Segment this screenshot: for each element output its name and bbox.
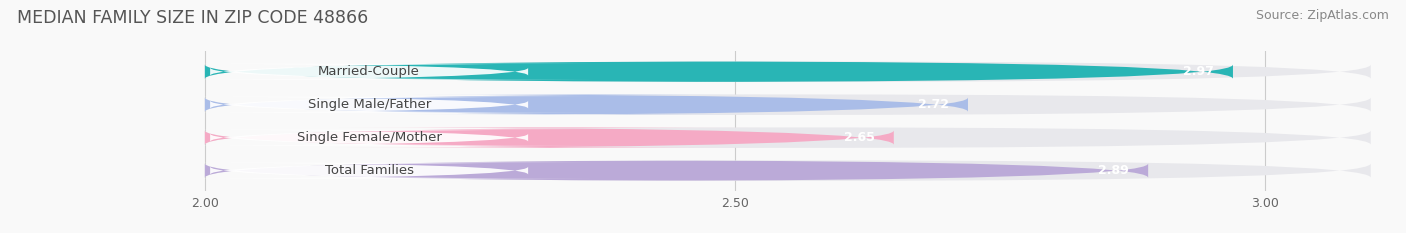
- FancyBboxPatch shape: [205, 160, 1371, 181]
- Text: Single Male/Father: Single Male/Father: [308, 98, 430, 111]
- Text: 2.72: 2.72: [918, 98, 949, 111]
- FancyBboxPatch shape: [143, 64, 595, 80]
- FancyBboxPatch shape: [143, 163, 595, 178]
- Text: 2.97: 2.97: [1182, 65, 1213, 78]
- FancyBboxPatch shape: [143, 130, 595, 146]
- FancyBboxPatch shape: [205, 62, 1371, 82]
- Text: Single Female/Mother: Single Female/Mother: [297, 131, 441, 144]
- Text: Source: ZipAtlas.com: Source: ZipAtlas.com: [1256, 9, 1389, 22]
- Text: Total Families: Total Families: [325, 164, 413, 177]
- FancyBboxPatch shape: [205, 94, 967, 115]
- FancyBboxPatch shape: [143, 97, 595, 113]
- Text: 2.89: 2.89: [1098, 164, 1129, 177]
- Text: Married-Couple: Married-Couple: [318, 65, 420, 78]
- FancyBboxPatch shape: [205, 62, 1233, 82]
- Text: MEDIAN FAMILY SIZE IN ZIP CODE 48866: MEDIAN FAMILY SIZE IN ZIP CODE 48866: [17, 9, 368, 27]
- Text: 2.65: 2.65: [844, 131, 875, 144]
- FancyBboxPatch shape: [205, 94, 1371, 115]
- FancyBboxPatch shape: [205, 127, 1371, 148]
- FancyBboxPatch shape: [205, 127, 894, 148]
- FancyBboxPatch shape: [205, 160, 1149, 181]
